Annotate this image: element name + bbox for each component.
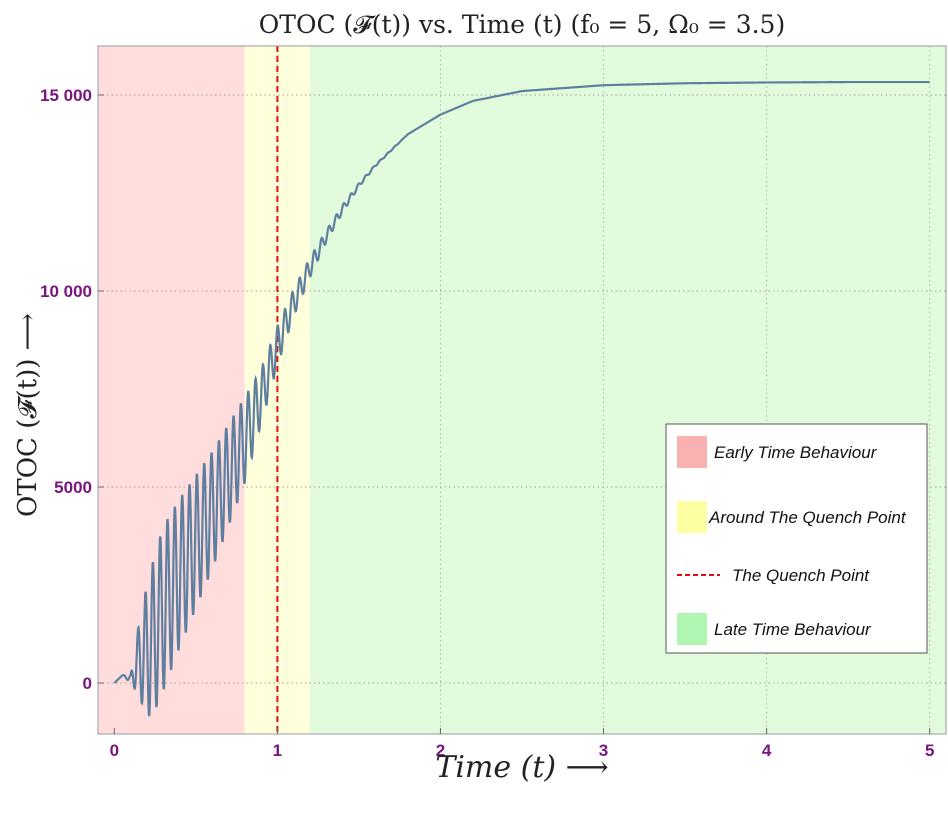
y-axis-ticks: 0 5000 10 000 15 000 [40, 86, 104, 693]
legend-label: Early Time Behaviour [714, 443, 878, 462]
legend: Early Time Behaviour Around The Quench Po… [665, 423, 928, 654]
legend-label: Around The Quench Point [708, 508, 907, 527]
legend-swatch [677, 436, 707, 468]
y-tick-label: 15 000 [40, 86, 92, 105]
legend-box [665, 423, 928, 654]
x-tick-label: 0 [110, 741, 119, 760]
x-tick-label: 1 [273, 741, 282, 760]
legend-swatch [677, 501, 707, 533]
x-tick-label: 2 [436, 741, 445, 760]
region-band-0 [98, 46, 245, 734]
x-tick-label: 3 [599, 741, 608, 760]
y-tick-label: 10 000 [40, 282, 92, 301]
legend-items: Early Time Behaviour Around The Quench Po… [677, 436, 907, 645]
otoc-curve [113, 80, 930, 717]
legend-label: The Quench Point [732, 566, 870, 585]
x-axis-label: Time (t) ⟶ [435, 750, 608, 785]
chart-title: OTOC (𝓕(t)) vs. Time (t) (f₀ = 5, Ω₀ = 3… [259, 10, 785, 39]
x-tick-label: 4 [762, 741, 772, 760]
x-tick-label: 5 [925, 741, 934, 760]
y-axis-label: OTOC (𝓕(t)) ⟶ [13, 313, 43, 517]
x-axis-ticks: 0 1 2 3 4 5 [110, 728, 934, 760]
legend-label: Late Time Behaviour [714, 620, 872, 639]
legend-swatch [677, 613, 707, 645]
y-tick-label: 5000 [54, 478, 92, 497]
y-tick-label: 0 [83, 674, 92, 693]
plot-frame [97, 45, 947, 735]
